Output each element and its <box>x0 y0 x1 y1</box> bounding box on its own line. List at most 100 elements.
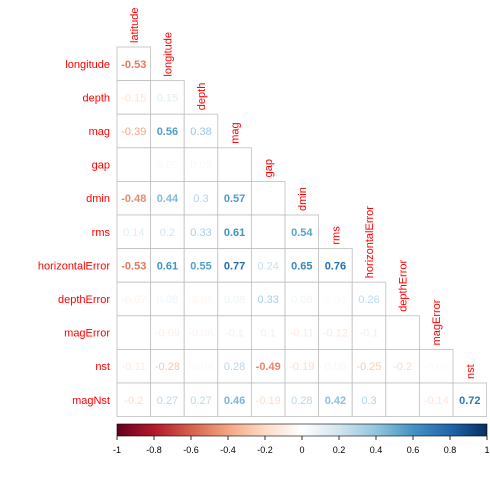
correlation-value-label: -0.09 <box>155 328 180 340</box>
correlation-cell <box>385 382 420 417</box>
column-label: rms <box>330 226 342 245</box>
correlation-value-label: 0.28 <box>291 395 312 407</box>
correlation-cell <box>217 214 252 249</box>
correlation-cell <box>183 113 219 149</box>
correlation-cell <box>250 281 286 317</box>
correlation-cell <box>116 147 151 182</box>
column-label: nst <box>465 364 477 379</box>
correlation-cell <box>217 348 252 384</box>
correlation-value-label: 0.24 <box>257 260 278 272</box>
correlation-value-label: 0.05 <box>190 160 211 172</box>
correlation-value-label: 0.27 <box>190 395 211 407</box>
row-label: magError <box>64 328 110 340</box>
color-legend-tick-label: 1 <box>484 445 489 455</box>
correlation-value-label: -0.06 <box>188 328 213 340</box>
correlation-cell <box>318 382 353 417</box>
column-label: dmin <box>297 187 309 211</box>
correlation-value-label: -0.11 <box>290 328 314 340</box>
column-label: latitude <box>129 8 141 43</box>
row-label: depth <box>82 92 110 104</box>
correlation-value-label: -0.11 <box>122 361 146 373</box>
color-legend-tick-label: 0.8 <box>444 445 457 455</box>
correlation-value-label: -0.2 <box>124 395 143 407</box>
correlation-cells: -0.53 -0.15 0.15 -0.39 0.56 0.38 0.05 0.05 -0.48… <box>116 46 487 417</box>
correlation-value-label: 0.08 <box>224 294 245 306</box>
row-label: longitude <box>65 59 110 71</box>
correlation-cell <box>116 315 151 350</box>
correlation-value-label: -0.04 <box>188 361 213 373</box>
correlation-value-label: -0.19 <box>289 361 314 373</box>
correlation-cell <box>250 315 286 350</box>
correlation-value-label: 0.65 <box>291 260 312 272</box>
color-legend-tick-label: 0.4 <box>370 445 383 455</box>
correlation-cell <box>217 180 252 216</box>
correlation-value-label: 0.44 <box>157 193 179 205</box>
correlation-cell <box>150 180 185 216</box>
correlation-value-label: 0.61 <box>157 260 178 272</box>
row-label: horizontalError <box>38 260 110 272</box>
correlation-cell <box>183 147 219 182</box>
correlation-value-label: 0.42 <box>325 395 346 407</box>
correlation-cell <box>318 348 353 384</box>
correlation-cell <box>150 214 185 249</box>
correlation-value-label: 0.56 <box>157 126 178 138</box>
correlation-cell <box>116 382 151 417</box>
correlation-cell <box>116 80 151 115</box>
column-label: horizontalError <box>364 206 376 278</box>
correlation-cell <box>351 382 387 417</box>
correlation-value-label: 0.38 <box>190 126 211 138</box>
correlation-value-label: 0.61 <box>224 227 245 239</box>
correlation-value-label: -0.28 <box>155 361 180 373</box>
color-legend-tick-label: 0 <box>299 445 304 455</box>
color-legend-tick-label: -0.6 <box>183 445 199 455</box>
correlation-cell <box>116 46 151 81</box>
correlation-cell <box>116 348 151 384</box>
correlation-value-label: -0.19 <box>256 395 281 407</box>
correlation-value-label: 0.54 <box>291 227 313 239</box>
color-legend-tick-label: 0.2 <box>333 445 346 455</box>
correlation-cell <box>183 348 219 384</box>
correlation-value-label: -0.48 <box>121 193 146 205</box>
correlation-cell <box>250 382 286 417</box>
correlation-value-label: 0.28 <box>224 361 245 373</box>
color-legend-bar <box>116 423 488 437</box>
correlation-cell <box>284 315 319 350</box>
correlation-value-label: -0.12 <box>323 328 348 340</box>
correlation-value-label: 0.14 <box>123 227 144 239</box>
correlation-value-label: 0.72 <box>459 395 480 407</box>
correlation-value-label: 0.05 <box>157 160 178 172</box>
correlation-cell <box>452 382 487 417</box>
correlation-value-label: 0.3 <box>193 193 208 205</box>
row-label: magNst <box>72 395 110 407</box>
color-legend-tick-label: -1 <box>113 445 121 455</box>
correlation-cell <box>385 315 420 350</box>
correlation-value-label: 0.77 <box>224 260 245 272</box>
correlation-value-label: -0.25 <box>356 361 381 373</box>
column-label: depth <box>196 83 208 111</box>
correlation-value-label: -0.03 <box>424 361 449 373</box>
correlation-cell <box>318 248 353 283</box>
correlation-cell <box>150 248 185 283</box>
correlation-value-label: -0.14 <box>424 395 449 407</box>
correlation-cell <box>217 248 252 283</box>
correlation-value-label: -0.07 <box>121 294 146 306</box>
correlation-value-label: 0.26 <box>358 294 379 306</box>
correlation-cell <box>385 348 420 384</box>
correlation-value-label: 0.33 <box>257 294 278 306</box>
correlation-value-label: -0.53 <box>121 260 146 272</box>
correlation-value-label: 0.33 <box>190 227 211 239</box>
color-legend: -1 -0.8 -0.6 -0.4 -0.2 0 0.2 0.4 0.6 0.8 1 <box>113 423 490 455</box>
correlation-cell <box>418 348 454 384</box>
column-label: magError <box>431 299 443 345</box>
correlation-cell <box>351 348 387 384</box>
correlation-cell <box>183 248 219 283</box>
correlation-value-label: -0.1 <box>360 328 379 340</box>
row-labels: longitude depth mag gap dmin rms horizontalErr… <box>38 59 111 407</box>
correlation-cell <box>217 147 252 182</box>
correlation-value-label: -0.05 <box>188 294 213 306</box>
correlation-cell <box>284 382 319 417</box>
correlation-value-label: 0.08 <box>157 294 178 306</box>
correlation-value-label: 0.08 <box>291 294 312 306</box>
